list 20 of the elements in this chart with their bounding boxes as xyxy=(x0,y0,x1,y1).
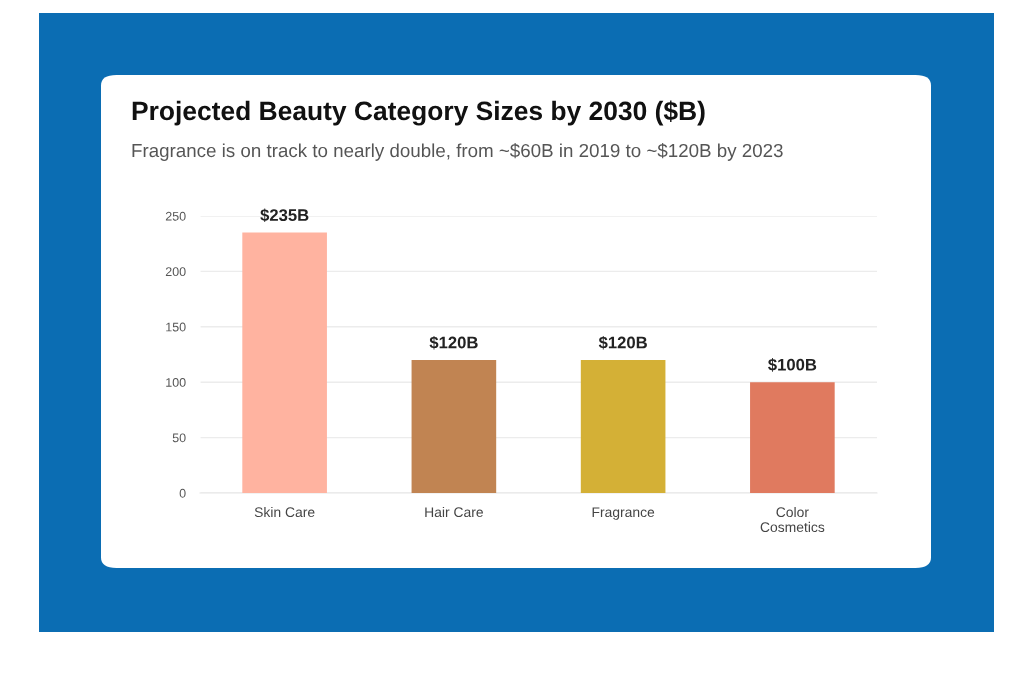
y-tick-label: 0 xyxy=(179,488,186,498)
chart-title: Projected Beauty Category Sizes by 2030 ($B) xyxy=(132,100,705,126)
y-tick-label: 250 xyxy=(165,211,186,221)
bar xyxy=(580,360,666,493)
y-tick-label: 50 xyxy=(172,433,186,443)
data-label: $120B xyxy=(598,335,647,350)
bar xyxy=(242,232,327,493)
y-tick-label: 150 xyxy=(166,322,186,332)
bar xyxy=(411,360,497,493)
x-tick-label: Color Cosmetics xyxy=(760,506,825,533)
data-label: $100B xyxy=(768,358,817,372)
x-tick-label: Skin Care xyxy=(254,506,315,518)
x-tick-label: Hair Care xyxy=(425,506,483,518)
chart-subtitle: Fragrance is on track to nearly double, from ~$60B in 2019 to ~$120B by 2023 xyxy=(132,143,783,161)
y-tick-label: 100 xyxy=(166,378,186,387)
x-tick-label: Fragrance xyxy=(592,507,655,520)
bar xyxy=(750,382,835,493)
y-tick-label: 200 xyxy=(165,267,186,277)
data-label: $120B xyxy=(429,335,478,350)
data-label: $235B xyxy=(260,208,309,223)
